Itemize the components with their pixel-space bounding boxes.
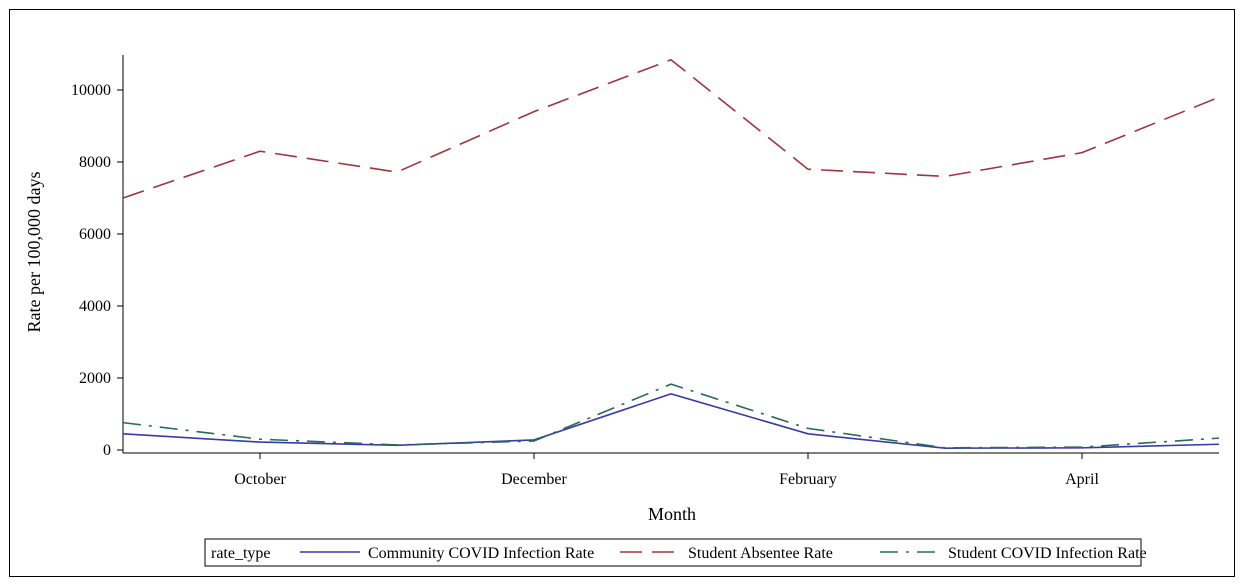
y-tick-label: 0 — [103, 442, 111, 459]
legend-entries: Community COVID Infection Rate Student Ab… — [300, 545, 1147, 562]
y-tick-label: 6000 — [79, 226, 111, 243]
legend-label-3: Student COVID Infection Rate — [948, 545, 1147, 562]
legend-label-2: Student Absentee Rate — [688, 545, 833, 562]
legend: rate_type Community COVID Infection Rate… — [204, 538, 1147, 567]
x-axis-title: Month — [648, 504, 696, 524]
x-tick-label: February — [779, 471, 837, 488]
x-tick-label: April — [1065, 471, 1099, 488]
plot-area: 0 2000 4000 6000 8000 10000 October December Feb… — [71, 55, 1220, 488]
y-tick-label: 4000 — [79, 298, 111, 315]
x-tick-label: December — [501, 471, 567, 488]
chart-frame — [9, 9, 1235, 577]
y-axis-title: Rate per 100,000 days — [24, 172, 44, 333]
x-tick-label: October — [234, 471, 286, 488]
y-tick-label: 2000 — [79, 370, 111, 387]
series-line-3 — [122, 383, 1220, 449]
y-tick-label: 10000 — [71, 82, 111, 99]
legend-title: rate_type — [211, 545, 271, 562]
legend-label-1: Community COVID Infection Rate — [368, 545, 594, 562]
series-line-2 — [122, 58, 1220, 199]
y-tick-label: 8000 — [79, 154, 111, 171]
